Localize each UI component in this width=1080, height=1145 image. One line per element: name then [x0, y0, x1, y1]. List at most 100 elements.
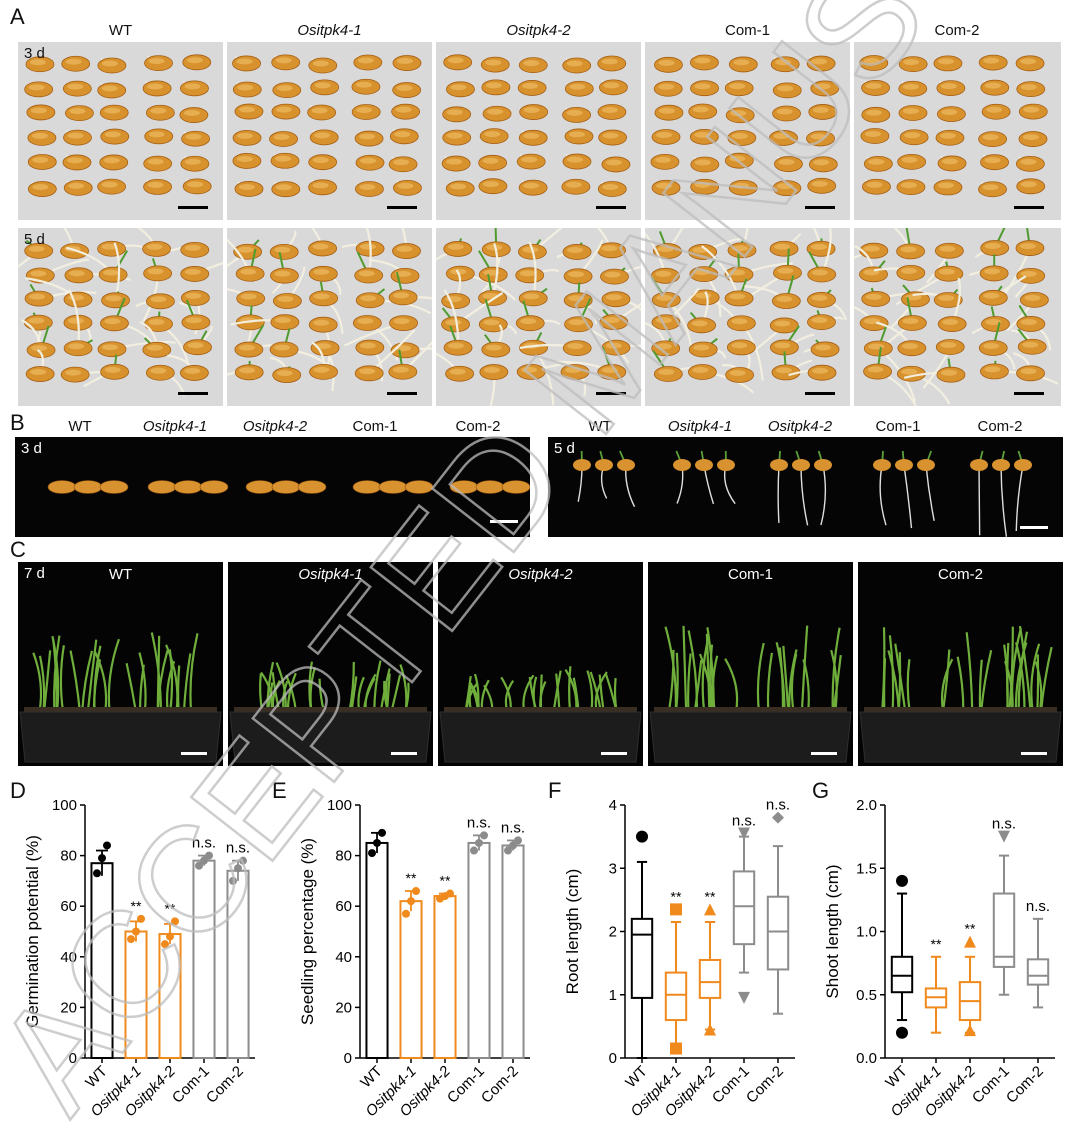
box [1028, 959, 1048, 984]
data-point [470, 847, 478, 855]
seed-highlight [314, 293, 330, 299]
panel-c-header-4: Com-1 [648, 566, 853, 583]
seed-layout [18, 42, 223, 220]
seed-highlight [569, 131, 585, 137]
seed-highlight [658, 84, 674, 90]
seed-highlight [569, 84, 585, 90]
seed-highlight [240, 269, 256, 275]
seed-highlight [777, 183, 793, 189]
seed [353, 481, 381, 494]
panel-label-c: C [10, 537, 26, 563]
seed-highlight [274, 134, 290, 140]
seed-highlight [811, 59, 827, 65]
bar [434, 896, 455, 1058]
seed-highlight [105, 132, 121, 138]
seed-highlight [238, 247, 254, 253]
seed-highlight [602, 184, 618, 190]
significance-label: n.s. [192, 835, 216, 852]
data-point [229, 877, 237, 885]
significance-label: ** [131, 898, 142, 914]
seed-highlight [567, 247, 583, 253]
seed-highlight [866, 110, 882, 116]
y-tick-label: 0 [609, 1050, 617, 1067]
y-tick-label: 80 [335, 848, 352, 865]
seed-highlight [313, 157, 329, 163]
seed-highlight [315, 82, 331, 88]
seed-highlight [358, 58, 374, 64]
leaf [890, 635, 893, 712]
seed [74, 481, 102, 494]
panel-a-photo-5d-3 [436, 228, 641, 406]
significance-label: ** [931, 936, 942, 952]
seed-highlight [984, 366, 1000, 372]
seed-highlight [239, 367, 255, 373]
tray [18, 562, 223, 766]
seed [717, 459, 735, 471]
x-tick-label: Com-2 [1003, 1063, 1047, 1107]
seed-highlight [102, 182, 118, 188]
seed-highlight [729, 83, 745, 89]
seed-highlight [239, 107, 255, 113]
seed [792, 459, 810, 471]
seed-highlight [359, 184, 375, 190]
seed-highlight [901, 246, 917, 252]
scale-bar [596, 392, 626, 395]
seed-highlight [693, 345, 709, 351]
seed-highlight [984, 268, 1000, 274]
seed-highlight [394, 318, 410, 324]
seed-highlight [730, 370, 746, 376]
scale-bar [601, 752, 627, 755]
seed-highlight [864, 246, 880, 252]
panel-a-photo-3d-5 [854, 42, 1061, 220]
seed-highlight [811, 244, 827, 250]
seed-highlight [149, 319, 165, 325]
seed-highlight [149, 131, 165, 137]
seed [298, 481, 326, 494]
leaf [684, 626, 687, 712]
y-tick-label: 100 [327, 797, 352, 814]
seed-highlight [777, 85, 793, 91]
leaf [178, 665, 179, 712]
seed-highlight [149, 58, 165, 64]
panel-b-left-header-ositpk4-2: Ositpk4-2 [230, 418, 320, 435]
seed-highlight [314, 367, 330, 373]
panel-c-header-1: WT [18, 566, 223, 583]
seed-highlight [604, 317, 620, 323]
seed-highlight [1023, 107, 1039, 113]
seed-highlight [32, 157, 48, 163]
seed-highlight [732, 245, 748, 251]
seed-highlight [942, 158, 958, 164]
seed-highlight [902, 343, 918, 349]
seed-highlight [692, 320, 708, 326]
seed-highlight [777, 268, 793, 274]
panel-c-photo-2: Ositpk4-1 [228, 562, 433, 766]
seed-highlight [903, 108, 919, 114]
seed-highlight [69, 270, 85, 276]
seed-highlight [277, 296, 293, 302]
y-tick-label: 20 [335, 999, 352, 1016]
seed-highlight [939, 246, 955, 252]
seed-highlight [523, 60, 539, 66]
leaf [391, 675, 400, 712]
seed-highlight [523, 183, 539, 189]
seed-highlight [938, 182, 954, 188]
seed-highlight [938, 295, 954, 301]
x-tick-label: Com-1 [969, 1063, 1013, 1107]
outlier [896, 1027, 908, 1039]
seed [450, 481, 478, 494]
seed-highlight [448, 244, 464, 250]
seed-highlight [940, 133, 956, 139]
seed-highlight [1023, 134, 1039, 140]
leaf [400, 665, 406, 712]
scale-bar [1014, 392, 1044, 395]
seed-highlight [147, 345, 163, 351]
significance-label: ** [965, 921, 976, 937]
seed-highlight [31, 107, 47, 113]
seed-highlight [903, 59, 919, 65]
bar [125, 932, 146, 1059]
panel-b-left-header-wt: WT [40, 418, 120, 435]
seed [200, 481, 228, 494]
seed-highlight [447, 109, 463, 115]
x-tick-label: WT [357, 1063, 386, 1092]
leaf [33, 653, 41, 712]
